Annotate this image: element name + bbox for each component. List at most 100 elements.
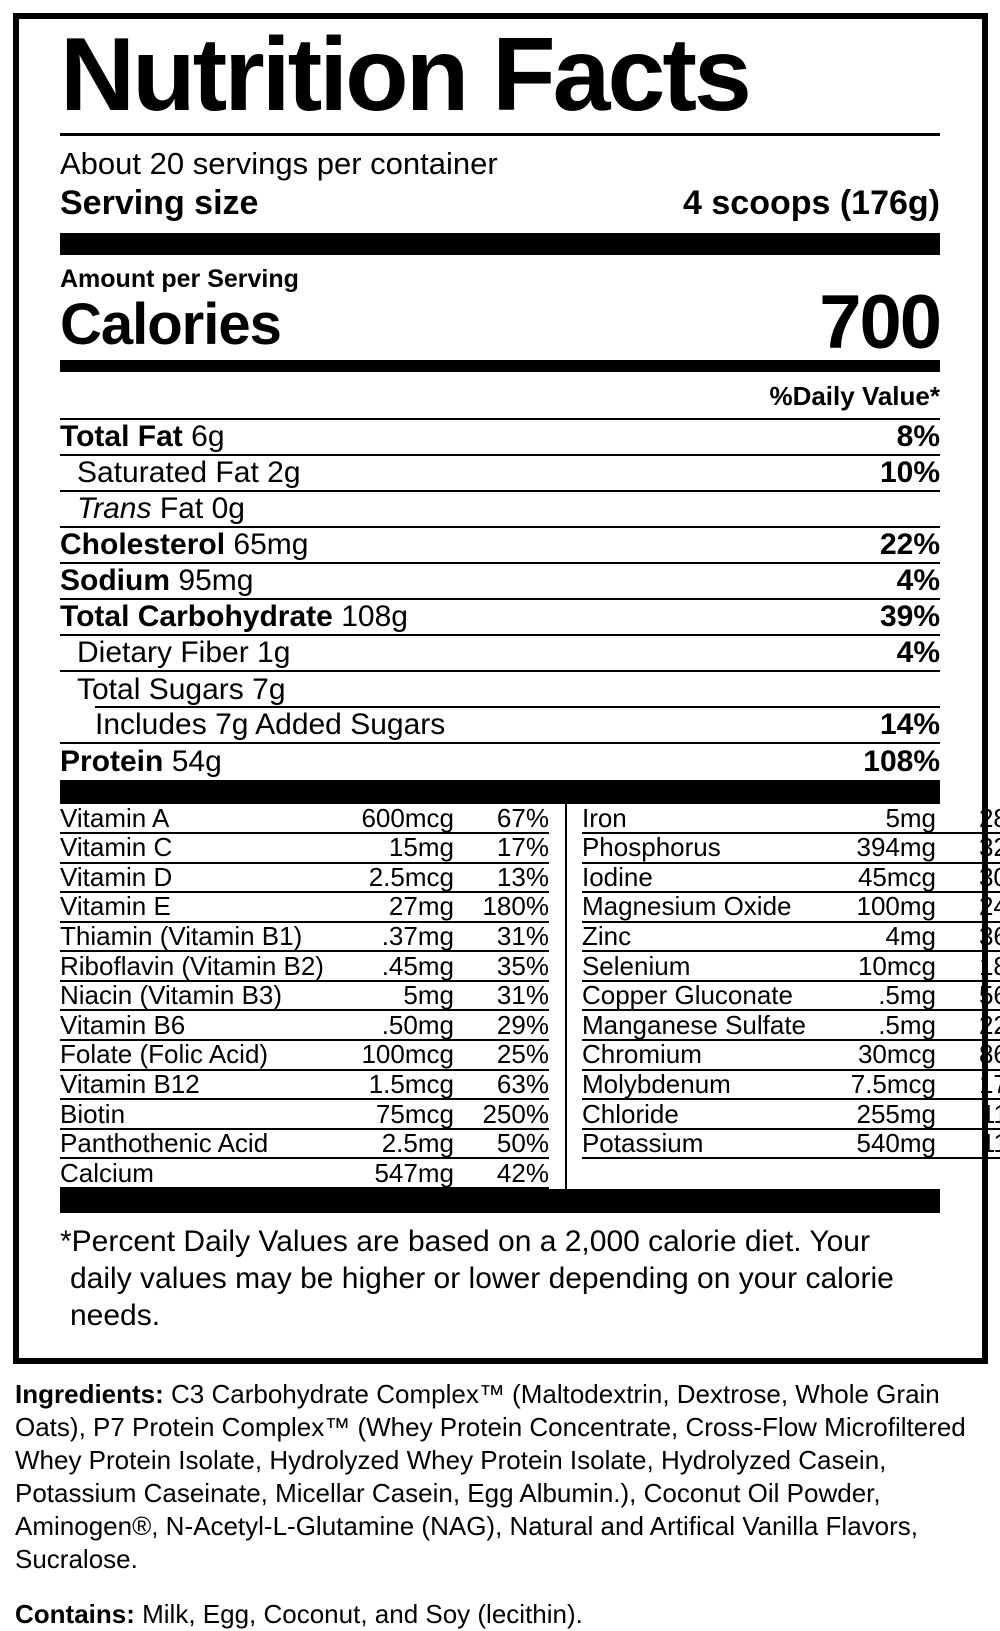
micronutrient-name: Molybdenum <box>581 1068 731 1099</box>
micronutrient-amount: 2.5mcg <box>368 861 454 892</box>
micronutrient-daily-value: 86% <box>978 1039 1000 1070</box>
micronutrient-daily-value: 17% <box>978 1068 1000 1099</box>
serving-size-label: Serving size <box>60 184 259 222</box>
micronutrient-name: Niacin (Vitamin B3) <box>60 980 283 1011</box>
nutrition-facts-panel: Nutrition Facts About 20 servings per co… <box>13 13 1000 1365</box>
nutrient-daily-value: 10% <box>879 456 940 490</box>
micronutrient-row: Iron 5mg 28% <box>581 802 1000 834</box>
micronutrient-name: Thiamin (Vitamin B1) <box>60 920 303 951</box>
nutrient-amount: 95mg <box>178 564 254 598</box>
micronutrient-amount: 5mg <box>885 802 937 833</box>
micronutrient-daily-value: 63% <box>496 1068 549 1099</box>
micronutrient-daily-value: 42% <box>496 1157 549 1188</box>
micronutrient-row: Biotin 75mcg 250% <box>60 1098 549 1130</box>
micronutrient-row: Magnesium Oxide 100mg 24% <box>581 891 1000 923</box>
micronutrient-amount: .5mg <box>878 980 937 1011</box>
micronutrient-row: Vitamin D 2.5mcg 13% <box>60 861 549 894</box>
nutrient-daily-value: 39% <box>879 600 940 634</box>
micronutrient-daily-value: 28% <box>978 802 1000 833</box>
micronutrient-row: Vitamin B12 1.5mcg 63% <box>60 1068 549 1101</box>
micronutrient-name: Iron <box>581 802 627 833</box>
micronutrient-daily-value: 31% <box>496 920 549 951</box>
nutrient-row: Trans Fat 0g <box>60 492 940 529</box>
micronutrient-column-left: Vitamin A 600mcg 67% Vitamin C 15mg 17% … <box>60 802 565 1190</box>
micronutrient-daily-value: 36% <box>978 920 1000 951</box>
micronutrient-amount: 100mcg <box>361 1039 454 1070</box>
micronutrient-daily-value: 67% <box>496 802 549 833</box>
micronutrient-name: Vitamin B6 <box>60 1009 186 1040</box>
micronutrient-amount: .45mg <box>381 950 454 981</box>
micronutrient-name: Manganese Sulfate <box>581 1009 807 1040</box>
micronutrient-daily-value: 17% <box>496 832 549 863</box>
micronutrient-name: Phosphorus <box>581 832 721 863</box>
nutrient-name: Cholesterol <box>60 528 226 562</box>
nutrient-name-group: Includes 7g Added Sugars <box>95 708 445 742</box>
micronutrient-amount: 5mg <box>403 980 454 1011</box>
nutrient-daily-value: 22% <box>879 528 940 562</box>
nutrient-name: Total Sugars <box>77 673 244 707</box>
micronutrient-daily-value: 50% <box>496 1128 549 1159</box>
daily-value-footnote: *Percent Daily Values are based on a 2,0… <box>60 1225 894 1333</box>
nutrient-name-group: Total Carbohydrate 108g <box>60 600 408 634</box>
nutrient-row: Includes 7g Added Sugars 14% <box>60 708 940 745</box>
micronutrient-daily-value: 32% <box>978 832 1000 863</box>
nutrient-row: Total Carbohydrate 108g 39% <box>60 600 940 637</box>
micronutrient-name: Copper Gluconate <box>581 980 793 1011</box>
nutrient-name-group: Sodium 95mg <box>60 564 253 598</box>
micronutrient-amount: 10mcg <box>857 950 937 981</box>
nutrient-name: Saturated Fat <box>77 456 259 490</box>
micronutrient-daily-value: 29% <box>496 1009 549 1040</box>
micronutrient-name: Iodine <box>581 861 653 892</box>
nutrient-amount: 65mg <box>233 528 309 562</box>
micronutrient-amount: .50mg <box>381 1009 454 1040</box>
micronutrient-row: Folate (Folic Acid) 100mcg 25% <box>60 1039 549 1071</box>
micronutrient-name: Potassium <box>581 1128 704 1159</box>
nutrient-name-group: Saturated Fat 2g <box>77 456 301 490</box>
micronutrient-amount: 15mg <box>388 832 454 863</box>
micronutrient-row: Copper Gluconate .5mg 56% <box>581 980 1000 1012</box>
calories-label: Calories <box>60 292 282 358</box>
micronutrient-daily-value: 56% <box>978 980 1000 1011</box>
micronutrient-name: Vitamin A <box>60 802 170 833</box>
micronutrient-amount: 1.5mcg <box>368 1068 454 1099</box>
nutrient-amount: 2g <box>267 456 301 490</box>
micronutrient-amount: 75mcg <box>375 1098 454 1129</box>
micronutrient-daily-value: 180% <box>482 891 549 922</box>
nutrient-name: Protein <box>60 745 164 779</box>
micronutrient-amount: 45mcg <box>857 861 937 892</box>
micronutrient-table: Vitamin A 600mcg 67% Vitamin C 15mg 17% … <box>60 802 1000 1190</box>
micronutrient-row: Panthothenic Acid 2.5mg 50% <box>60 1128 549 1160</box>
nutrient-daily-value: 4% <box>896 636 940 670</box>
micronutrient-row: Molybdenum 7.5mcg 17% <box>581 1068 1000 1101</box>
nutrient-row: Saturated Fat 2g 10% <box>60 456 940 493</box>
daily-value-header: %Daily Value* <box>60 372 940 421</box>
micronutrient-amount: 27mg <box>388 891 454 922</box>
nutrient-name-group: Trans Fat 0g <box>77 492 245 526</box>
micronutrient-daily-value: 22% <box>978 1009 1000 1040</box>
divider-bar-protein <box>60 780 940 805</box>
micronutrient-amount: 100mg <box>856 891 937 922</box>
micronutrient-amount: 30mcg <box>857 1039 937 1070</box>
micronutrient-amount: 7.5mcg <box>850 1068 937 1099</box>
contains-paragraph: Contains: Milk, Egg, Coconut, and Soy (l… <box>15 1598 986 1631</box>
label-title: Nutrition Facts <box>60 19 940 136</box>
contains-label: Contains: <box>15 1599 135 1630</box>
micronutrient-name: Chloride <box>581 1098 679 1129</box>
ingredients-paragraph: Ingredients: C3 Carbohydrate Complex™ (M… <box>15 1378 986 1576</box>
micronutrient-name: Folate (Folic Acid) <box>60 1039 269 1070</box>
ingredients-label: Ingredients: <box>15 1379 164 1410</box>
micronutrient-daily-value: 30% <box>978 861 1000 892</box>
micronutrient-daily-value: 25% <box>496 1039 549 1070</box>
amount-per-serving-label: Amount per Serving <box>60 265 299 293</box>
micronutrient-amount: 540mg <box>856 1128 937 1159</box>
nutrient-daily-value: 108% <box>863 745 940 779</box>
serving-size-value: 4 scoops (176g) <box>683 184 940 222</box>
micronutrient-row: Iodine 45mcg 30% <box>581 861 1000 894</box>
nutrient-name: Dietary Fiber <box>77 636 249 670</box>
micronutrient-name: Vitamin E <box>60 891 171 922</box>
micronutrient-daily-value: 35% <box>496 950 549 981</box>
micronutrient-daily-value: 18% <box>978 950 1000 981</box>
nutrient-name-group: Total Fat 6g <box>60 420 225 454</box>
micronutrient-daily-value: 13% <box>496 861 549 892</box>
micronutrient-daily-value: 250% <box>482 1098 549 1129</box>
